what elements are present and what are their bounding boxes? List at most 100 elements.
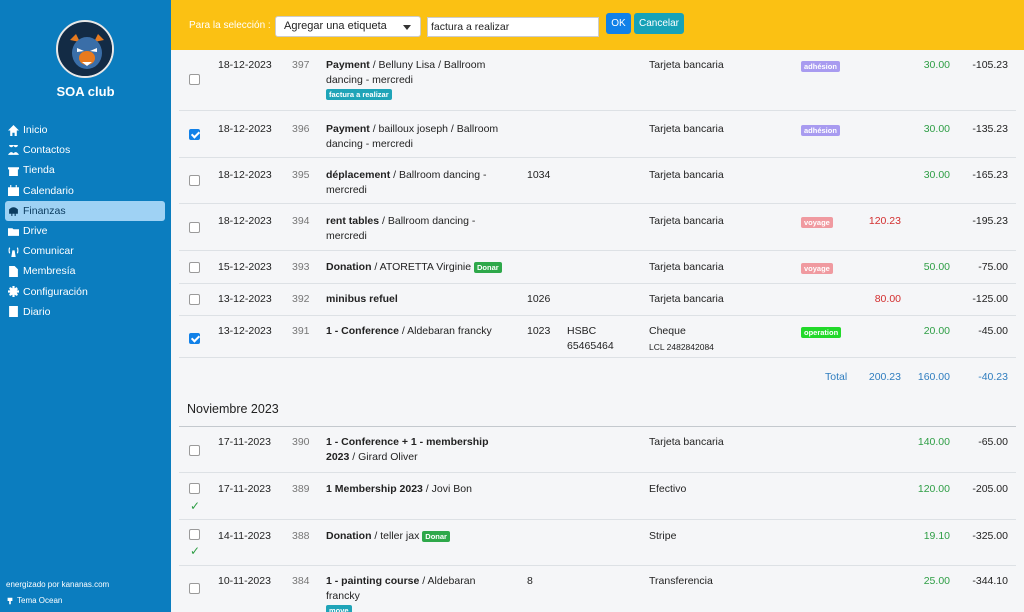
- row-number: 391: [292, 325, 310, 337]
- gear-icon: [8, 286, 19, 298]
- theme-link[interactable]: Tema Ocean: [6, 596, 62, 605]
- row-category-badge[interactable]: voyage: [801, 217, 833, 228]
- sidebar-item-inicio[interactable]: Inicio: [5, 120, 165, 140]
- row-description[interactable]: Payment / Belluny Lisa / Ballroom dancin…: [326, 58, 506, 100]
- row-checkbox[interactable]: [189, 333, 200, 344]
- row-description[interactable]: rent tables / Ballroom dancing - mercred…: [326, 214, 506, 244]
- row-detail: / Belluny Lisa / Ballroom dancing - merc…: [326, 59, 486, 86]
- row-income: 19.10: [923, 530, 950, 542]
- row-date: 17-11-2023: [218, 436, 271, 448]
- row-payment-method: Transferencia: [649, 575, 713, 587]
- row-payment-method: Tarjeta bancaria: [649, 123, 724, 135]
- row-payment-method: Cheque: [649, 325, 686, 337]
- row-checkbox[interactable]: [189, 583, 200, 594]
- sidebar-item-membresía[interactable]: Membresía: [5, 261, 165, 281]
- calendar-icon: [8, 185, 19, 197]
- sidebar-item-calendario[interactable]: Calendario: [5, 181, 165, 201]
- row-category-badge[interactable]: adhésion: [801, 125, 840, 136]
- row-income: 30.00: [923, 123, 950, 135]
- sidebar-item-diario[interactable]: Diario: [5, 302, 165, 322]
- row-payment-detail: LCL 2482842084: [649, 342, 714, 352]
- row-title: Payment: [326, 123, 370, 135]
- sidebar-item-contactos[interactable]: Contactos: [5, 140, 165, 160]
- table-row: 18-12-2023 395 déplacement / Ballroom danc…: [179, 157, 1016, 203]
- row-checkbox[interactable]: [189, 129, 200, 140]
- row-checkbox[interactable]: [189, 222, 200, 233]
- sidebar-item-label: Membresía: [23, 265, 76, 278]
- row-balance: -325.00: [972, 530, 1008, 542]
- row-balance: -45.00: [978, 325, 1008, 337]
- row-description[interactable]: minibus refuel: [326, 292, 506, 307]
- row-balance: -195.23: [972, 215, 1008, 227]
- row-number: 388: [292, 530, 310, 542]
- row-title: 1 - Conference: [326, 325, 399, 337]
- row-checkbox[interactable]: [189, 294, 200, 305]
- folder-icon: [8, 227, 19, 236]
- row-balance: -135.23: [972, 123, 1008, 135]
- row-date: 14-11-2023: [218, 530, 271, 542]
- sidebar-item-configuración[interactable]: Configuración: [5, 282, 165, 302]
- row-balance: -75.00: [978, 261, 1008, 273]
- row-category-badge[interactable]: adhésion: [801, 61, 840, 72]
- row-detail: / Aldebaran francky: [398, 325, 492, 337]
- sidebar-item-comunicar[interactable]: Comunicar: [5, 241, 165, 261]
- row-checkbox[interactable]: [189, 529, 200, 540]
- row-detail: / Ballroom dancing - mercredi: [326, 169, 487, 196]
- row-description[interactable]: Payment / bailloux joseph / Ballroom dan…: [326, 122, 506, 152]
- action-select[interactable]: Agregar una etiqueta: [275, 16, 421, 37]
- club-logo[interactable]: [56, 20, 114, 78]
- row-income: 20.00: [923, 325, 950, 337]
- table-row: 10-11-2023 384 1 - painting course / Aldeb…: [179, 565, 1016, 612]
- totals-expense: 200.23: [868, 371, 901, 383]
- row-reference: 8: [527, 575, 533, 587]
- row-date: 17-11-2023: [218, 483, 271, 495]
- row-category-badge[interactable]: operation: [801, 327, 842, 338]
- powered-by[interactable]: energizado por kananas.com: [6, 580, 110, 589]
- row-description[interactable]: 1 - Conference / Aldebaran francky: [326, 324, 506, 339]
- row-title: 1 Membership 2023: [326, 483, 423, 495]
- book-icon: [9, 306, 18, 318]
- action-select-value: Agregar una etiqueta: [284, 20, 387, 32]
- row-description[interactable]: déplacement / Ballroom dancing - mercred…: [326, 168, 506, 198]
- row-checkbox[interactable]: [189, 262, 200, 273]
- row-checkbox[interactable]: [189, 445, 200, 456]
- row-title: Donation: [326, 530, 372, 542]
- sidebar-item-drive[interactable]: Drive: [5, 221, 165, 241]
- tag-input[interactable]: [427, 17, 599, 37]
- sidebar-item-label: Calendario: [23, 184, 74, 197]
- row-badge: factura a realizar: [326, 89, 392, 100]
- sidebar-item-finanzas[interactable]: Finanzas: [5, 200, 165, 221]
- row-badge: Donar: [422, 530, 450, 542]
- row-description[interactable]: 1 - Conference + 1 - membership 2023 / G…: [326, 435, 506, 465]
- sidebar-item-label: Diario: [23, 305, 51, 318]
- table-row: 13-12-2023 391 1 - Conference / Aldebaran …: [179, 315, 1016, 357]
- row-description[interactable]: Donation / teller jax Donar: [326, 529, 506, 544]
- cancel-button[interactable]: Cancelar: [634, 13, 684, 34]
- row-number: 395: [292, 169, 310, 181]
- home-icon: [8, 124, 19, 136]
- table-row: 18-12-2023 394 rent tables / Ballroom danc…: [179, 203, 1016, 250]
- ok-button[interactable]: OK: [606, 13, 631, 34]
- row-balance: -125.00: [972, 293, 1008, 305]
- row-payment-method: Efectivo: [649, 483, 687, 495]
- row-checkbox[interactable]: [189, 175, 200, 186]
- row-description[interactable]: 1 - painting course / Aldebaran francky m…: [326, 574, 506, 612]
- row-badge-wrap: move: [326, 605, 506, 612]
- row-date: 18-12-2023: [218, 169, 272, 181]
- row-description[interactable]: 1 Membership 2023 / Jovi Bon: [326, 482, 506, 497]
- row-checkbox[interactable]: [189, 74, 200, 85]
- row-checkbox[interactable]: [189, 483, 200, 494]
- transactions-table: Noviembre 2023 18-12-2023 397 Payment / Be…: [171, 50, 1024, 612]
- table-row: 17-11-2023 390 1 - Conference + 1 - member…: [179, 426, 1016, 472]
- row-reference: 1034: [527, 169, 551, 181]
- row-income: 120.00: [917, 483, 950, 495]
- row-income: 30.00: [923, 169, 950, 181]
- row-number: 397: [292, 59, 310, 71]
- row-category-badge[interactable]: voyage: [801, 263, 833, 274]
- row-title: 1 - Conference + 1 - membership 2023: [326, 436, 489, 463]
- row-balance: -105.23: [972, 59, 1008, 71]
- row-detail: / teller jax: [371, 530, 420, 542]
- sidebar-item-tienda[interactable]: Tienda: [5, 160, 165, 180]
- row-description[interactable]: Donation / ATORETTA Virginie Donar: [326, 260, 506, 275]
- row-income: 140.00: [917, 436, 950, 448]
